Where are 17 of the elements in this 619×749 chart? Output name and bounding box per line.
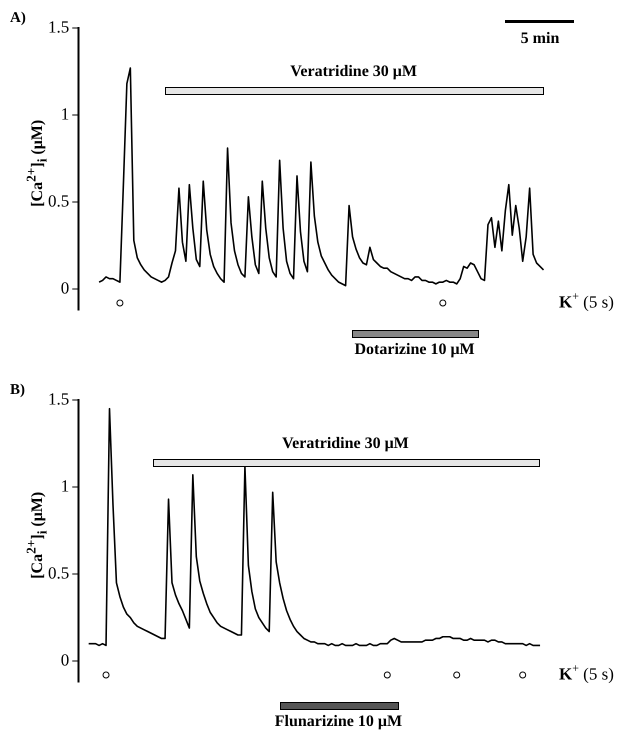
y-tick-label: 0.5 (48, 564, 70, 583)
annotation: Veratridine 30 μM (290, 63, 417, 82)
y-tick-label: 0 (60, 278, 70, 298)
chart-title: A) (10, 10, 26, 27)
series-label: K+ (5 s) (559, 661, 614, 684)
y-tick-label: 1 (60, 104, 70, 124)
text: Dotarizine 10 μM (354, 341, 475, 359)
text: K+ (5 s) (559, 289, 614, 312)
y-tick-label: 1.5 (48, 389, 70, 408)
y-tick-label: 1 (60, 476, 70, 496)
y-tick-label: 0 (60, 650, 70, 670)
annotation: Veratridine 30 μM (282, 435, 409, 454)
text: Flunarizine 10 μM (274, 713, 402, 731)
y-tick-label: 1.5 (48, 17, 70, 36)
chart-title: B) (10, 382, 25, 399)
y-tick-label: 0.5 (48, 192, 70, 211)
annotation: 5 min (520, 30, 560, 48)
